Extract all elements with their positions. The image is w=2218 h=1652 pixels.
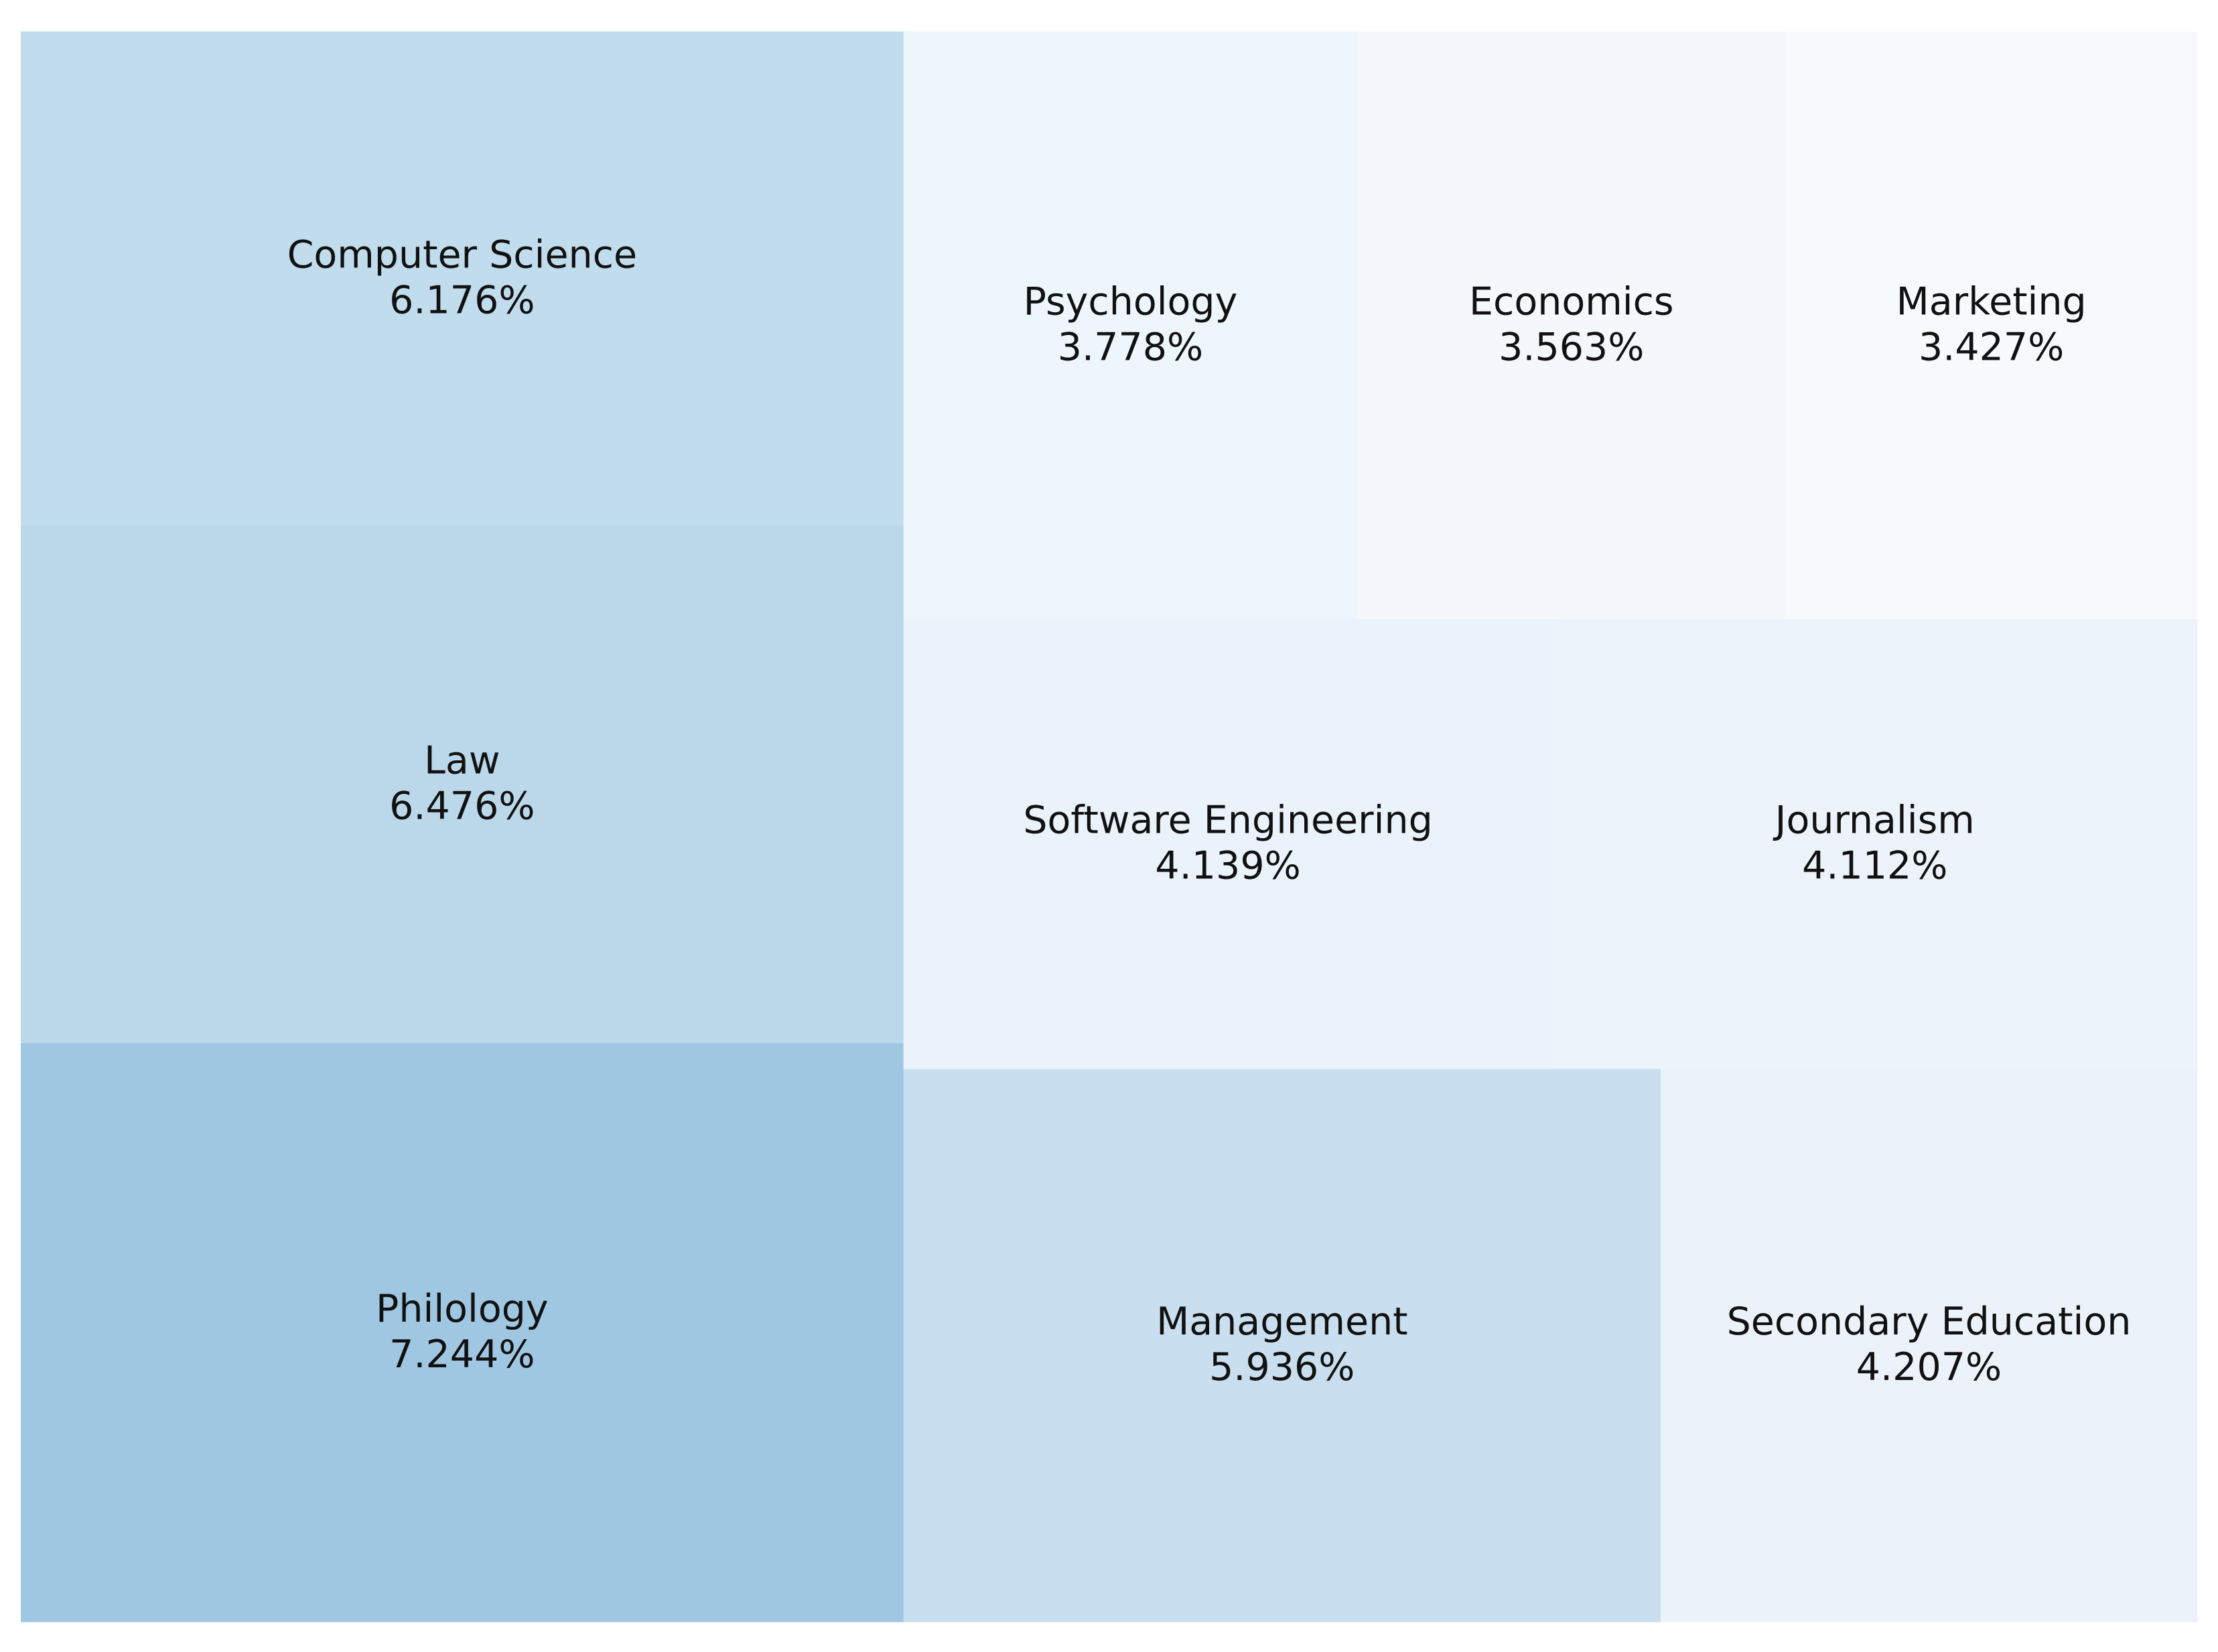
tile-value-marketing: 3.427% [1919,325,2064,369]
tile-law [21,525,904,1044]
tile-economics [1357,31,1786,620]
tile-marketing [1785,31,2198,620]
tile-label-computer-science: Computer Science [287,232,637,277]
tile-label-philology: Philology [376,1287,549,1331]
tile-value-economics: 3.563% [1499,325,1644,369]
tile-label-journalism: Journalism [1773,798,1975,842]
tile-management [903,1069,1661,1623]
tile-value-management: 5.936% [1209,1345,1355,1389]
tile-value-law: 6.476% [389,784,535,828]
tile-value-secondary-education: 4.207% [1856,1345,2002,1389]
tile-label-management: Management [1156,1300,1407,1344]
tile-value-software-engineering: 4.139% [1155,843,1300,888]
tile-label-economics: Economics [1469,279,1674,324]
tile-secondary-education [1660,1069,2198,1623]
tile-value-computer-science: 6.176% [389,278,535,322]
tile-label-law: Law [424,738,500,782]
tile-label-psychology: Psychology [1024,279,1238,324]
tile-label-secondary-education: Secondary Education [1727,1300,2132,1344]
tile-computer-science [21,31,904,526]
tile-value-psychology: 3.778% [1058,325,1203,369]
tile-psychology [903,31,1358,620]
tile-value-journalism: 4.112% [1802,843,1947,888]
tile-journalism [1552,618,2198,1069]
tile-software-engineering [903,618,1553,1069]
tile-label-software-engineering: Software Engineering [1023,798,1432,842]
tile-value-philology: 7.244% [389,1332,535,1377]
tile-philology [21,1042,904,1623]
tile-label-marketing: Marketing [1896,279,2087,324]
